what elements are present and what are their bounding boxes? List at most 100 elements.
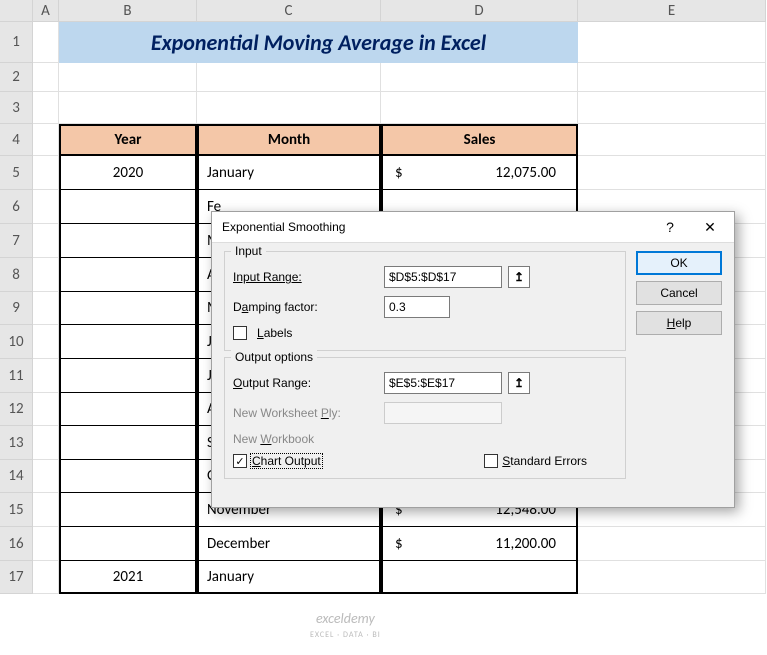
range-picker-icon[interactable]: ↥: [508, 266, 530, 288]
cell-A13[interactable]: [33, 426, 59, 460]
input-range-field[interactable]: [384, 266, 502, 288]
standard-errors-checkbox[interactable]: [484, 454, 498, 468]
cell-year[interactable]: [59, 359, 197, 393]
currency: $: [391, 164, 403, 182]
cell-E4[interactable]: [578, 124, 766, 156]
range-picker-icon[interactable]: ↥: [508, 372, 530, 394]
cell-E16[interactable]: [578, 527, 766, 561]
cell-month[interactable]: December: [197, 527, 381, 561]
dialog-help-icon[interactable]: ?: [650, 213, 690, 241]
new-worksheet-label: New Worksheet Ply:: [233, 406, 378, 420]
new-workbook-label: New Workbook: [233, 432, 378, 446]
cell-A6[interactable]: [33, 190, 59, 224]
select-all-corner[interactable]: [0, 0, 33, 22]
row-header-17[interactable]: 17: [0, 561, 33, 594]
col-header-C[interactable]: C: [197, 0, 381, 22]
cell-A15[interactable]: [33, 493, 59, 527]
cell-year[interactable]: [59, 292, 197, 325]
watermark-sub: EXCEL · DATA · BI: [310, 630, 381, 640]
cell-C3[interactable]: [197, 92, 381, 124]
output-group: Output options Output Range: ↥ New Works…: [224, 357, 626, 479]
new-worksheet-field: [384, 402, 502, 424]
cell-year[interactable]: [59, 224, 197, 258]
cell-A1[interactable]: [33, 22, 59, 63]
currency: $: [391, 535, 403, 553]
row-header-6[interactable]: 6: [0, 190, 33, 224]
cell-A7[interactable]: [33, 224, 59, 258]
cell-A11[interactable]: [33, 359, 59, 393]
row-header-14[interactable]: 14: [0, 460, 33, 493]
cell-A10[interactable]: [33, 325, 59, 359]
cell-year[interactable]: [59, 527, 197, 561]
row-header-13[interactable]: 13: [0, 426, 33, 460]
row-header-10[interactable]: 10: [0, 325, 33, 359]
standard-errors-label: Standard Errors: [502, 454, 587, 468]
watermark-main: exceldemy: [316, 610, 375, 627]
labels-checkbox[interactable]: [233, 326, 247, 340]
cell-E5[interactable]: [578, 156, 766, 190]
cell-year[interactable]: [59, 393, 197, 426]
chart-output-checkbox[interactable]: ✓: [233, 454, 247, 468]
row-header-1[interactable]: 1: [0, 22, 33, 63]
cell-E2[interactable]: [578, 63, 766, 92]
cell-A9[interactable]: [33, 292, 59, 325]
ok-button[interactable]: OK: [636, 251, 722, 275]
help-button[interactable]: Help: [636, 311, 722, 335]
row-header-16[interactable]: 16: [0, 527, 33, 561]
dialog-titlebar[interactable]: Exponential Smoothing ? ✕: [212, 212, 734, 243]
cell-A14[interactable]: [33, 460, 59, 493]
cell-year[interactable]: [59, 190, 197, 224]
row-header-4[interactable]: 4: [0, 124, 33, 156]
cell-A4[interactable]: [33, 124, 59, 156]
cell-D2[interactable]: [381, 63, 578, 92]
damping-factor-field[interactable]: [384, 296, 450, 318]
row-header-9[interactable]: 9: [0, 292, 33, 325]
cell-year[interactable]: [59, 426, 197, 460]
cell-A2[interactable]: [33, 63, 59, 92]
cancel-button[interactable]: Cancel: [636, 281, 722, 305]
row-header-3[interactable]: 3: [0, 92, 33, 124]
row-header-15[interactable]: 15: [0, 493, 33, 527]
cell-A12[interactable]: [33, 393, 59, 426]
output-range-field[interactable]: [384, 372, 502, 394]
col-header-B[interactable]: B: [59, 0, 197, 22]
close-icon[interactable]: ✕: [690, 213, 730, 241]
row-header-11[interactable]: 11: [0, 359, 33, 393]
cell-year[interactable]: [59, 325, 197, 359]
cell-year[interactable]: 2020: [59, 156, 197, 190]
cell-year[interactable]: [59, 493, 197, 527]
header-sales[interactable]: Sales: [381, 124, 578, 156]
cell-sales[interactable]: $12,075.00: [381, 156, 578, 190]
cell-year[interactable]: [59, 460, 197, 493]
title-cell[interactable]: Exponential Moving Average in Excel: [59, 22, 578, 63]
header-year[interactable]: Year: [59, 124, 197, 156]
cell-E17[interactable]: [578, 561, 766, 594]
cell-E3[interactable]: [578, 92, 766, 124]
cell-A8[interactable]: [33, 258, 59, 292]
cell-A16[interactable]: [33, 527, 59, 561]
cell-E1[interactable]: [578, 22, 766, 63]
cell-B3[interactable]: [59, 92, 197, 124]
cell-D3[interactable]: [381, 92, 578, 124]
row-header-8[interactable]: 8: [0, 258, 33, 292]
cell-month[interactable]: January: [197, 561, 381, 594]
row-header-5[interactable]: 5: [0, 156, 33, 190]
cell-month[interactable]: January: [197, 156, 381, 190]
col-header-A[interactable]: A: [33, 0, 59, 22]
cell-sales[interactable]: [381, 561, 578, 594]
cell-C2[interactable]: [197, 63, 381, 92]
cell-year[interactable]: 2021: [59, 561, 197, 594]
exponential-smoothing-dialog: Exponential Smoothing ? ✕ Input Input Ra…: [211, 211, 735, 508]
col-header-E[interactable]: E: [578, 0, 766, 22]
row-header-7[interactable]: 7: [0, 224, 33, 258]
row-header-12[interactable]: 12: [0, 393, 33, 426]
cell-A3[interactable]: [33, 92, 59, 124]
col-header-D[interactable]: D: [381, 0, 578, 22]
row-header-2[interactable]: 2: [0, 63, 33, 92]
cell-year[interactable]: [59, 258, 197, 292]
header-month[interactable]: Month: [197, 124, 381, 156]
cell-A5[interactable]: [33, 156, 59, 190]
cell-B2[interactable]: [59, 63, 197, 92]
cell-A17[interactable]: [33, 561, 59, 594]
cell-sales[interactable]: $11,200.00: [381, 527, 578, 561]
